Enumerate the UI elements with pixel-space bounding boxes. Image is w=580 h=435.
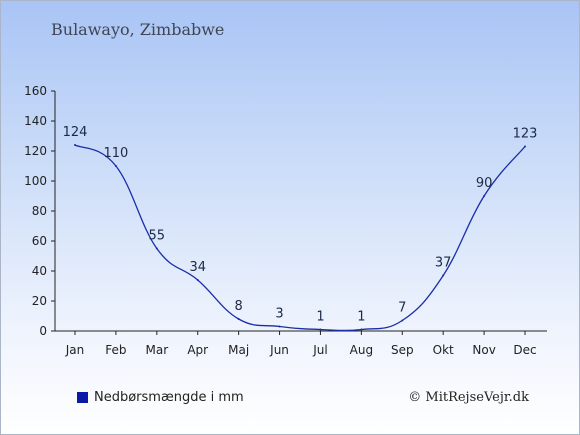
data-label: 55 [149, 229, 166, 244]
y-tick-label: 0 [39, 324, 47, 338]
data-label: 124 [63, 125, 88, 140]
x-tick-label: Maj [228, 343, 249, 357]
x-tick-label: Jun [269, 343, 289, 357]
legend-swatch [77, 392, 88, 403]
data-point [401, 319, 404, 322]
chart-title: Bulawayo, Zimbabwe [51, 20, 225, 39]
x-tick-label: Feb [105, 343, 126, 357]
data-label: 110 [103, 146, 128, 161]
data-label: 8 [234, 299, 242, 314]
x-tick-label: Okt [433, 343, 454, 357]
x-tick-label: Nov [472, 343, 495, 357]
y-tick-label: 40 [32, 264, 47, 278]
x-tick-label: Mar [145, 343, 168, 357]
x-tick-label: Jul [312, 343, 327, 357]
legend-label: Nedbørsmængde i mm [94, 390, 244, 405]
data-label: 123 [513, 127, 538, 142]
data-point [155, 247, 158, 250]
data-label: 7 [398, 301, 406, 316]
y-tick-label: 60 [32, 234, 47, 248]
y-tick-label: 20 [32, 294, 47, 308]
data-label: 90 [476, 176, 493, 191]
x-tick-label: Jan [65, 343, 85, 357]
x-tick-label: Apr [187, 343, 208, 357]
x-tick-label: Dec [513, 343, 536, 357]
data-point [196, 279, 199, 281]
data-point [114, 165, 117, 167]
data-label: 1 [316, 310, 324, 325]
data-point [483, 195, 486, 197]
x-tick-label: Sep [391, 343, 414, 357]
data-point [74, 144, 76, 146]
credit-text: © MitRejseVejr.dk [408, 390, 529, 405]
data-label: 34 [189, 260, 206, 275]
y-tick-label: 140 [24, 114, 47, 128]
data-label: 37 [435, 256, 452, 271]
data-label: 3 [275, 307, 283, 322]
legend: Nedbørsmængde i mm [77, 390, 244, 405]
y-tick-label: 160 [24, 84, 47, 98]
data-point [442, 274, 445, 277]
data-point [237, 318, 240, 320]
y-tick-label: 80 [32, 204, 47, 218]
x-tick-label: Aug [350, 343, 373, 357]
y-tick-label: 100 [24, 174, 47, 188]
data-point [319, 328, 322, 331]
data-point [524, 145, 526, 148]
series-line [74, 144, 526, 332]
data-point [278, 325, 281, 328]
data-point [360, 328, 363, 331]
data-label: 1 [357, 310, 365, 325]
y-tick-label: 120 [24, 144, 47, 158]
